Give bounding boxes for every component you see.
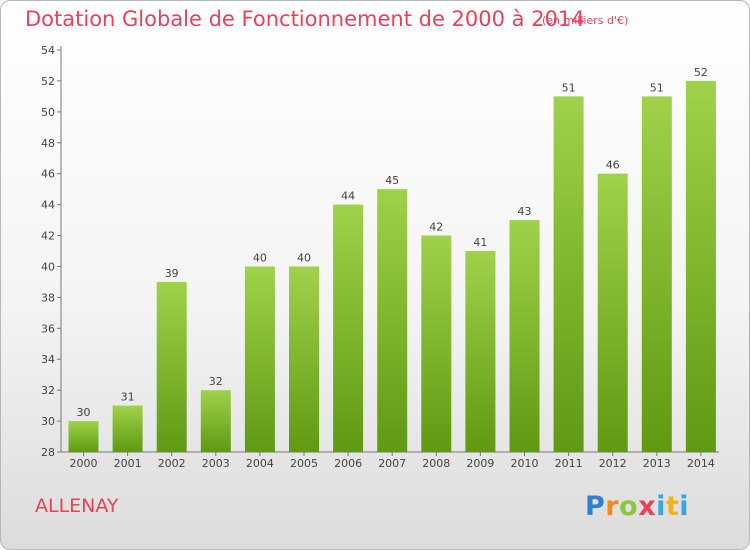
y-tick-label: 30 xyxy=(41,415,55,428)
y-tick-label: 36 xyxy=(41,322,55,335)
data-label: 42 xyxy=(429,221,443,234)
y-tick-label: 38 xyxy=(41,291,55,304)
x-tick-label: 2009 xyxy=(466,457,494,470)
data-label: 51 xyxy=(562,81,576,94)
bar xyxy=(421,235,452,452)
data-label: 40 xyxy=(253,251,267,264)
bar xyxy=(68,421,99,452)
y-tick-label: 44 xyxy=(41,199,55,212)
x-tick-label: 2013 xyxy=(643,457,671,470)
data-labels: 30 31 39 32 40 40 44 45 42 41 43 51 46 51 52 xyxy=(77,66,708,419)
x-tick-label: 2002 xyxy=(158,457,186,470)
x-tick-label: 2010 xyxy=(511,457,539,470)
bar xyxy=(509,220,540,452)
bar xyxy=(377,189,408,452)
x-tick-label: 2012 xyxy=(599,457,627,470)
bar xyxy=(200,390,231,452)
x-tick-label: 2001 xyxy=(114,457,142,470)
y-tick-label: 28 xyxy=(41,446,55,459)
bar xyxy=(156,281,187,452)
data-label: 43 xyxy=(518,205,532,218)
data-label: 41 xyxy=(473,236,487,249)
data-label: 40 xyxy=(297,251,311,264)
y-tick-label: 46 xyxy=(41,168,55,181)
x-tick-label: 2000 xyxy=(70,457,98,470)
x-tick-label: 2011 xyxy=(555,457,583,470)
bar xyxy=(641,96,672,452)
bar xyxy=(597,173,628,452)
bar xyxy=(289,266,319,452)
axes: 28 30 32 34 36 38 40 42 44 46 48 50 52 54 2000 2001 2002… xyxy=(41,44,719,470)
x-tick-label: 2006 xyxy=(334,457,362,470)
data-label: 46 xyxy=(606,159,620,172)
data-label: 52 xyxy=(694,66,708,79)
y-tick-label: 40 xyxy=(41,260,55,273)
bar xyxy=(112,405,143,452)
x-tick-label: 2014 xyxy=(687,457,715,470)
data-label: 45 xyxy=(385,174,399,187)
x-tick-label: 2007 xyxy=(378,457,406,470)
y-tick-label: 48 xyxy=(41,137,55,150)
bar xyxy=(333,204,364,452)
y-tick-label: 50 xyxy=(41,106,55,119)
chart-title: Dotation Globale de Fonctionnement de 20… xyxy=(25,7,585,31)
y-tick-label: 32 xyxy=(41,384,55,397)
data-label: 51 xyxy=(650,81,664,94)
data-label: 30 xyxy=(77,406,91,419)
bar xyxy=(465,251,496,452)
y-tick-label: 34 xyxy=(41,353,55,366)
x-tick-label: 2005 xyxy=(290,457,318,470)
chart-unit: (en milliers d'€) xyxy=(542,14,629,27)
bar xyxy=(244,266,275,452)
x-tick-label: 2004 xyxy=(246,457,274,470)
data-label: 39 xyxy=(165,267,179,280)
data-label: 44 xyxy=(341,190,355,203)
bar xyxy=(553,96,584,452)
proxiti-logo: Proxiti xyxy=(585,491,690,522)
data-label: 31 xyxy=(121,391,135,404)
y-tick-label: 52 xyxy=(41,75,55,88)
y-tick-label: 54 xyxy=(41,44,55,57)
y-tick-label: 42 xyxy=(41,230,55,243)
bars xyxy=(68,80,716,452)
data-label: 32 xyxy=(209,375,223,388)
commune-name: ALLENAY xyxy=(35,495,119,517)
x-tick-label: 2003 xyxy=(202,457,230,470)
bar xyxy=(685,80,716,452)
x-tick-label: 2008 xyxy=(422,457,450,470)
